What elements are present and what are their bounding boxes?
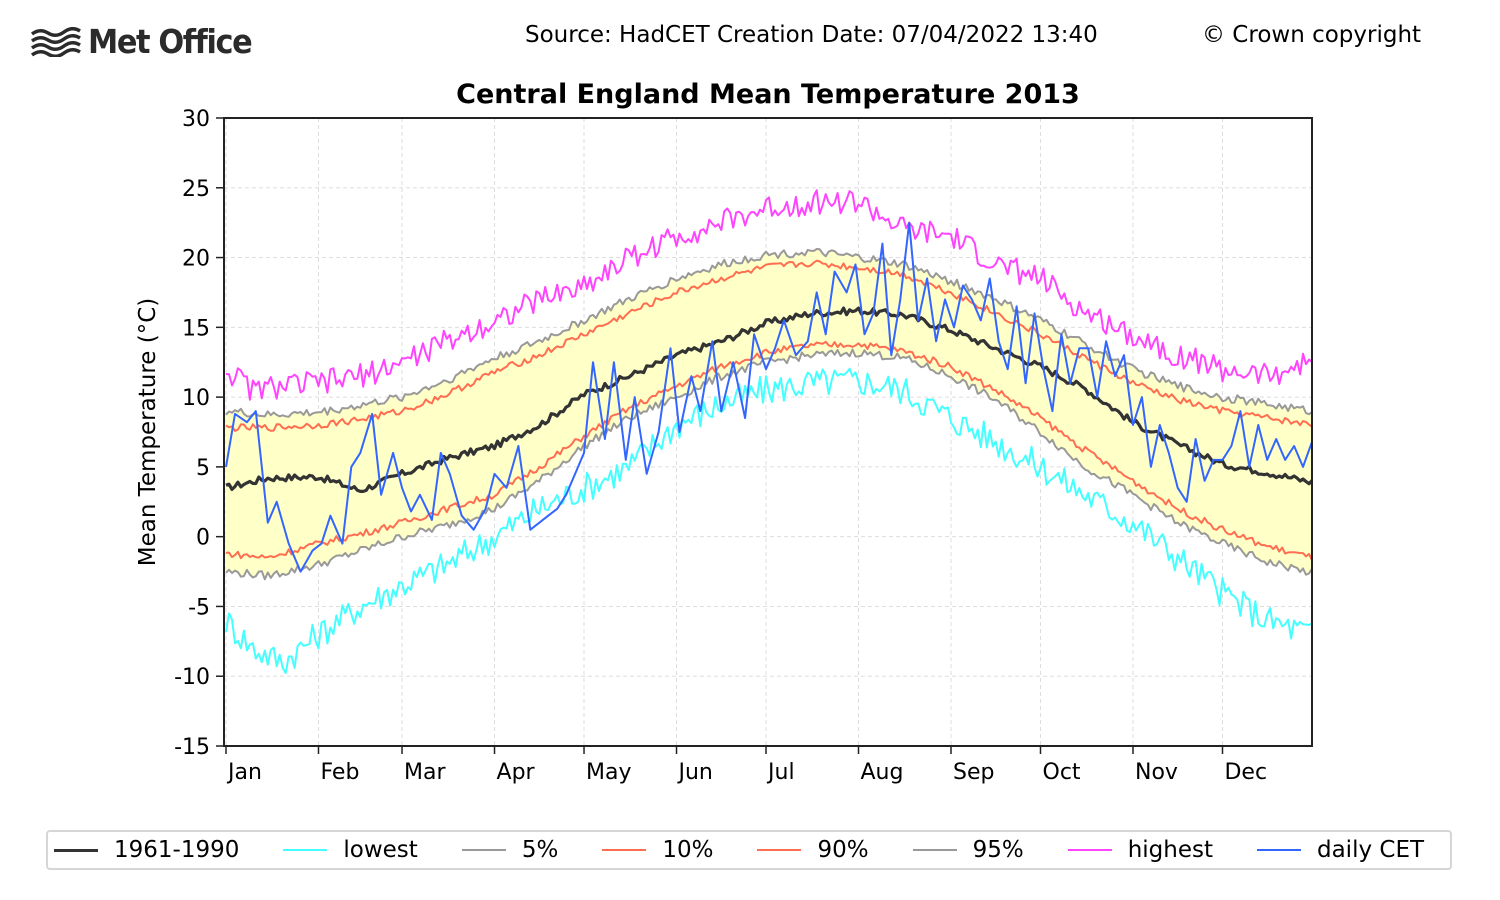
- y-tick-label: 15: [182, 316, 210, 341]
- series-lines: [225, 189, 1314, 674]
- legend-swatch: [757, 849, 802, 851]
- legend-label: 90%: [817, 837, 869, 863]
- series-line-highest: [226, 189, 1313, 401]
- legend-label: lowest: [343, 837, 418, 863]
- legend-swatch: [912, 849, 957, 851]
- x-tick-label: Sep: [953, 760, 994, 785]
- legend-label: daily CET: [1316, 837, 1425, 863]
- y-tick-label: 5: [196, 456, 210, 481]
- y-tick-label: -10: [174, 665, 210, 690]
- x-tick-label: Jul: [766, 760, 795, 785]
- plot-frame: [223, 117, 1313, 747]
- x-tick-label: May: [586, 760, 631, 785]
- waves-icon: [30, 26, 81, 57]
- met-office-logo: Met Office: [30, 22, 266, 61]
- x-tick-label: Oct: [1043, 760, 1081, 785]
- legend-item: 5%: [456, 837, 597, 863]
- legend-label: 95%: [972, 837, 1024, 863]
- percentile-band: [226, 249, 1312, 580]
- x-tick-label: Mar: [404, 760, 446, 785]
- y-tick-label: 10: [182, 386, 210, 411]
- legend-item: 1961-1990: [48, 837, 277, 863]
- series-line-10-: [225, 340, 1313, 561]
- legend-item: daily CET: [1251, 837, 1462, 863]
- x-axis: Jan Feb Mar Apr May Jun Jul Aug Sep Oct Nov Dec: [225, 746, 1267, 785]
- x-tick-label: Nov: [1135, 760, 1178, 785]
- x-tick-label: Aug: [861, 760, 904, 785]
- y-tick-label: -15: [174, 735, 210, 760]
- y-tick-label: 30: [182, 107, 210, 132]
- legend-label: highest: [1127, 837, 1213, 863]
- copyright-text: © Crown copyright: [1202, 22, 1422, 48]
- band-5-95: [226, 249, 1312, 580]
- series-line-90-: [225, 259, 1313, 432]
- series-line-5-: [225, 348, 1313, 581]
- legend-swatch: [602, 849, 647, 851]
- y-tick-label: -5: [188, 595, 210, 620]
- x-tick-label: Jan: [226, 760, 262, 785]
- y-axis-label: Mean Temperature (°C): [135, 298, 161, 567]
- series-line-daily-cet: [225, 221, 1313, 573]
- series-line-1961-1990: [225, 306, 1314, 493]
- source-text: Source: HadCET Creation Date: 07/04/2022…: [525, 22, 1098, 48]
- legend-item: highest: [1062, 837, 1251, 863]
- x-tick-label: Dec: [1224, 760, 1267, 785]
- legend-item: 90%: [751, 837, 906, 863]
- legend-label: 5%: [521, 837, 559, 863]
- legend-swatch: [1067, 849, 1112, 851]
- legend-label: 10%: [662, 837, 714, 863]
- legend-label: 1961-1990: [114, 837, 240, 863]
- x-tick-label: Apr: [497, 760, 536, 785]
- legend: 1961-1990 lowest 5% 10% 90% 95% highest daily C…: [46, 830, 1452, 870]
- legend-item: 95%: [907, 837, 1062, 863]
- legend-item: lowest: [277, 837, 455, 863]
- series-line-lowest: [225, 367, 1313, 674]
- x-tick-label: Jun: [677, 760, 713, 785]
- x-tick-label: Feb: [320, 760, 359, 785]
- y-tick-label: 0: [196, 526, 210, 551]
- legend-item: 10%: [596, 837, 751, 863]
- y-tick-label: 25: [182, 177, 210, 202]
- series-line-95-: [225, 248, 1313, 418]
- legend-swatch: [461, 849, 506, 851]
- legend-swatch: [54, 848, 98, 852]
- logo-text: Met Office: [88, 22, 253, 61]
- legend-swatch: [283, 849, 328, 851]
- legend-swatch: [1256, 849, 1301, 851]
- y-axis: 30 25 20 15 10 5 0 -5 -10 -15: [174, 107, 224, 760]
- chart-title: Central England Mean Temperature 2013: [456, 79, 1080, 110]
- y-tick-label: 20: [182, 247, 210, 272]
